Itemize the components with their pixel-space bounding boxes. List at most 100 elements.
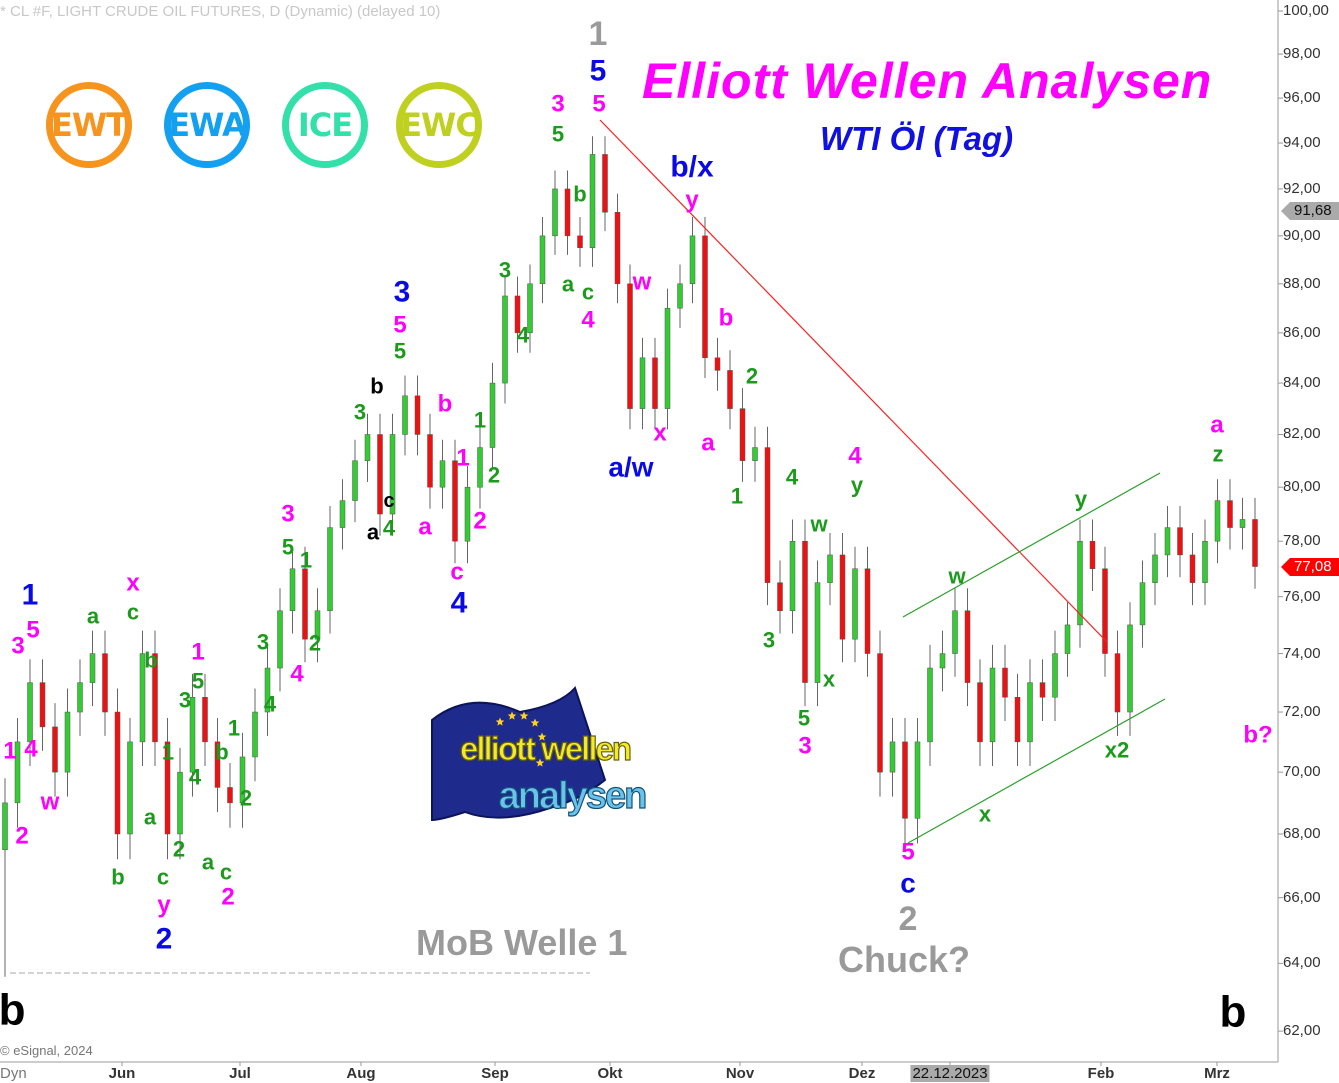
candle <box>1164 505 1171 578</box>
candle <box>1227 479 1233 550</box>
x-tick-label: Dez <box>848 1065 876 1082</box>
wave-label: 5 <box>590 55 607 88</box>
candle-body-up <box>177 771 183 835</box>
candle-body-down <box>877 653 883 773</box>
y-tick-label: 78,00 <box>1283 532 1321 550</box>
wave-label: 5 <box>552 122 564 147</box>
wave-label: y <box>157 892 171 919</box>
x-tick-label: Sep <box>481 1065 509 1082</box>
star-icon <box>495 717 505 726</box>
wave-label: c <box>383 490 394 512</box>
candle <box>52 703 58 797</box>
candle <box>1152 533 1158 606</box>
candle <box>64 688 71 797</box>
candle-body-up <box>477 447 483 488</box>
candle-body-up <box>1214 500 1221 542</box>
y-tick-label: 98,00 <box>1283 45 1321 63</box>
candle-body-up <box>589 154 596 248</box>
candle <box>789 519 796 634</box>
candle-body-down <box>614 212 621 285</box>
candle-body-up <box>814 582 821 683</box>
candle-body-down <box>902 741 908 819</box>
candle-body-up <box>314 610 321 640</box>
wave-label: a <box>418 514 432 541</box>
ice-logo: ICE <box>282 82 368 168</box>
wave-label: b <box>370 374 383 399</box>
wave-label: c <box>450 559 463 586</box>
chart-subtitle: WTI Öl (Tag) <box>820 120 1014 157</box>
wave-label: a <box>87 604 100 629</box>
wave-label: 4 <box>24 736 38 763</box>
candle-body-up <box>139 653 146 743</box>
candle <box>914 717 921 844</box>
candle <box>552 170 558 255</box>
candle-body-down <box>977 682 983 743</box>
candle <box>2 778 8 977</box>
candle <box>889 717 896 797</box>
wave-label: a <box>562 272 575 297</box>
candle <box>727 350 733 430</box>
candle-body-down <box>414 395 421 435</box>
candle-body-up <box>464 486 471 542</box>
axis-mode-dyn[interactable]: Dyn <box>0 1065 27 1082</box>
wave-label: 1 <box>589 15 608 53</box>
candle-body-down <box>602 154 608 213</box>
candle-body-up <box>752 447 758 461</box>
wave-label: y <box>851 473 864 498</box>
wave-label: b <box>573 182 586 207</box>
y-tick-label: 92,00 <box>1283 179 1321 197</box>
wave-label: 2 <box>221 884 234 911</box>
y-tick-label: 90,00 <box>1283 226 1321 244</box>
candle <box>1052 630 1058 721</box>
candle <box>539 216 546 304</box>
candle-body-up <box>252 711 258 758</box>
wave-label: 1 <box>191 639 204 666</box>
candle-body-down <box>1114 653 1121 713</box>
candle-body-down <box>627 283 633 409</box>
candle-body-down <box>202 697 208 743</box>
candle-body-down <box>714 357 721 371</box>
wave-label: 4 <box>264 692 277 717</box>
candle <box>202 673 208 767</box>
y-tick-label: 88,00 <box>1283 274 1321 292</box>
candle <box>1252 497 1258 589</box>
y-tick-label: 70,00 <box>1283 763 1321 781</box>
candle <box>1064 602 1071 677</box>
candle <box>489 362 496 469</box>
candle <box>189 673 196 797</box>
y-tick-label: 100,00 <box>1283 2 1329 19</box>
candle-body-down <box>864 568 871 654</box>
wave-label: c <box>900 868 916 899</box>
candle-body-down <box>802 540 808 683</box>
wave-label: 5 <box>901 839 914 866</box>
candle-body-down <box>727 370 733 409</box>
candle-body-up <box>639 357 646 409</box>
wave-label: 3 <box>281 501 294 528</box>
wave-label: 4 <box>451 587 468 620</box>
candle-body-up <box>127 741 133 835</box>
x-tick-label: Okt <box>597 1065 623 1082</box>
wave-label: 3 <box>257 630 269 655</box>
candle-body-up <box>789 540 796 611</box>
candle <box>1077 519 1083 648</box>
ice-logo-text: ICE <box>297 106 353 144</box>
wave-label: b? <box>1243 722 1272 749</box>
wave-label: c <box>127 600 139 625</box>
candle <box>477 426 483 509</box>
wave-label: b <box>719 305 734 332</box>
wave-label: 4 <box>290 661 304 688</box>
wave-label: 2 <box>173 837 185 862</box>
candle-body-up <box>352 460 358 501</box>
wave-label: 4 <box>581 307 595 334</box>
candle-body-up <box>277 610 283 669</box>
wave-label: 5 <box>282 535 294 560</box>
candle <box>277 588 283 692</box>
wave-label: 2 <box>156 923 173 956</box>
candle <box>1114 630 1121 736</box>
ewc-logo-text: EWC <box>400 106 479 144</box>
wave-label: c <box>157 865 169 890</box>
wave-label: x <box>653 420 667 447</box>
y-tick-label: 72,00 <box>1283 703 1321 721</box>
y-tick-label: 74,00 <box>1283 644 1321 662</box>
